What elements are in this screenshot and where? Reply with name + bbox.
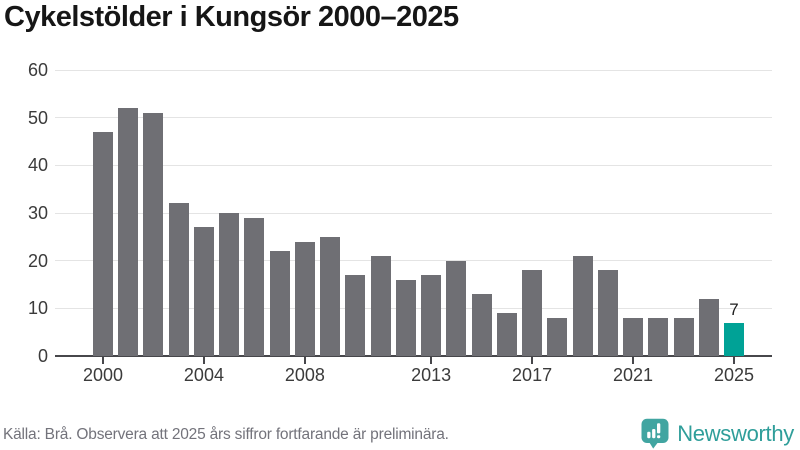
bar-2008 xyxy=(294,241,315,356)
bar-2000 xyxy=(93,131,113,356)
x-axis-label: 2013 xyxy=(411,365,452,385)
bar-2021 xyxy=(623,317,644,356)
bar-2013 xyxy=(421,274,442,356)
x-axis-label: 2000 xyxy=(82,365,124,385)
x-axis-tick xyxy=(531,357,534,364)
x-axis-line xyxy=(55,355,772,358)
value-label-2025: 7 xyxy=(729,299,739,319)
bar-2024 xyxy=(698,298,719,356)
x-axis-tick xyxy=(430,357,433,364)
x-axis-tick xyxy=(733,357,735,364)
source-note: Källa: Brå. Observera att 2025 års siffr… xyxy=(3,426,449,443)
bar-2023 xyxy=(673,317,694,356)
y-axis-label: 40 xyxy=(27,155,48,176)
bar-2011 xyxy=(370,255,391,356)
bar-2007 xyxy=(269,251,290,356)
x-axis-tick xyxy=(303,357,306,364)
x-axis-label: 2004 xyxy=(183,365,224,385)
y-axis-label: 20 xyxy=(27,250,48,271)
bar-2020 xyxy=(597,270,618,356)
newsworthy-bubble-chart-icon xyxy=(641,418,669,449)
gridline xyxy=(55,212,772,214)
newsworthy-logo-text: Newsworthy xyxy=(677,420,794,446)
newsworthy-logo[interactable]: Newsworthy xyxy=(640,418,794,449)
bar-2014 xyxy=(446,260,467,356)
gridline xyxy=(55,260,772,262)
gridline xyxy=(55,164,772,166)
bar-2015 xyxy=(471,294,492,356)
bar-2018 xyxy=(547,317,568,356)
x-axis-tick xyxy=(102,357,104,364)
x-axis-label: 2008 xyxy=(284,365,325,385)
x-axis-tick xyxy=(632,357,635,364)
x-axis-label: 2025 xyxy=(713,365,755,385)
gridline xyxy=(55,69,772,71)
chart-title: Cykelstölder i Kungsör 2000–2025 xyxy=(4,1,459,33)
bar-2002 xyxy=(143,112,164,356)
y-axis-label: 30 xyxy=(27,203,48,223)
bar-2012 xyxy=(395,279,416,356)
gridline xyxy=(55,117,772,119)
y-axis-label: 60 xyxy=(27,60,48,80)
bar-2006 xyxy=(244,217,265,356)
x-axis-tick xyxy=(202,357,205,364)
bar-2001 xyxy=(118,108,139,356)
bar-2019 xyxy=(572,255,593,356)
bar-2010 xyxy=(345,274,366,356)
bar-2022 xyxy=(648,317,669,356)
bar-2016 xyxy=(496,313,517,356)
bar-2025 xyxy=(724,322,744,356)
bar-2003 xyxy=(168,203,189,356)
bar-2009 xyxy=(320,236,341,356)
y-axis-label: 0 xyxy=(37,346,48,366)
y-axis-label: 10 xyxy=(27,298,48,319)
bar-2017 xyxy=(522,270,543,356)
bar-2005 xyxy=(219,213,240,356)
x-axis-label: 2021 xyxy=(613,365,654,385)
bar-2004 xyxy=(193,227,214,356)
y-axis-label: 50 xyxy=(27,107,48,128)
x-axis-label: 2017 xyxy=(512,365,553,385)
